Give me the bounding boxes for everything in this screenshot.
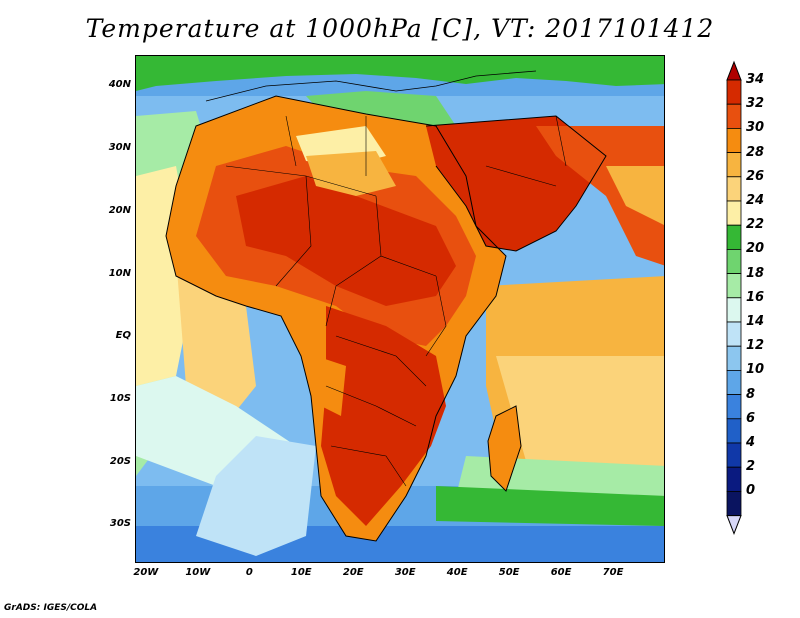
- colorbar-segment: [726, 297, 742, 323]
- colorbar-segment: [726, 321, 742, 347]
- longitude-tick-label: 60E: [550, 567, 572, 578]
- colorbar-label: 6: [746, 410, 756, 426]
- latitude-tick-label: 30N: [108, 142, 131, 154]
- colorbar-label: 24: [746, 193, 765, 208]
- longitude-tick-label: 70E: [602, 567, 624, 578]
- latitude-tick-label: 20S: [109, 455, 131, 467]
- temperature-map: [135, 55, 665, 563]
- temperature-colorbar: [726, 60, 742, 535]
- colorbar-label: 10: [746, 362, 765, 378]
- colorbar-segment: [726, 103, 742, 129]
- colorbar-segment: [726, 466, 742, 492]
- colorbar-label: 2: [746, 459, 756, 475]
- latitude-tick-label: EQ: [115, 330, 131, 342]
- colorbar-label: 34: [746, 72, 765, 87]
- colorbar-label: 26: [746, 168, 765, 184]
- colorbar-label: 32: [746, 96, 765, 112]
- colorbar-segment: [726, 128, 742, 154]
- latitude-tick-label: 40N: [108, 79, 131, 91]
- longitude-tick-label: 0: [245, 567, 253, 578]
- colorbar-label: 8: [746, 386, 756, 402]
- colorbar-label: 0: [746, 483, 756, 499]
- grads-credit: GrADS: IGES/COLA: [4, 603, 98, 613]
- latitude-tick-label: 30S: [109, 518, 131, 530]
- colorbar-segment: [726, 369, 742, 395]
- colorbar-label: 14: [746, 314, 765, 329]
- colorbar-label: 12: [746, 338, 765, 354]
- colorbar-segment: [726, 152, 742, 178]
- colorbar-segment: [726, 490, 742, 516]
- colorbar-segment: [726, 345, 742, 371]
- longitude-tick-label: 40E: [446, 567, 468, 578]
- colorbar-label: 16: [746, 289, 765, 305]
- latitude-tick-label: 10N: [108, 267, 131, 279]
- colorbar-max-arrow: [726, 60, 742, 81]
- map-title: Temperature at 1000hPa [C], VT: 20171014…: [85, 14, 715, 43]
- colorbar-segment: [726, 442, 742, 468]
- colorbar-label: 20: [746, 241, 765, 257]
- longitude-tick-label: 30E: [394, 567, 416, 578]
- colorbar-min-arrow: [726, 515, 742, 535]
- latitude-tick-label: 10S: [109, 392, 131, 404]
- colorbar-segment: [726, 394, 742, 420]
- longitude-tick-label: 20E: [342, 567, 364, 578]
- colorbar-segment: [726, 248, 742, 274]
- longitude-tick-label: 50E: [498, 567, 520, 578]
- colorbar-segment: [726, 176, 742, 202]
- colorbar-segment: [726, 273, 742, 299]
- longitude-tick-label: 20W: [133, 567, 159, 578]
- colorbar-label: 4: [746, 435, 756, 450]
- colorbar-segment: [726, 224, 742, 250]
- colorbar-label: 30: [746, 120, 765, 136]
- latitude-tick-label: 20N: [108, 204, 131, 216]
- colorbar-label: 28: [746, 144, 765, 160]
- colorbar-label: 22: [746, 217, 765, 233]
- colorbar-segment: [726, 79, 742, 105]
- colorbar-label: 18: [746, 265, 765, 281]
- longitude-tick-label: 10E: [290, 567, 312, 578]
- colorbar-segment: [726, 200, 742, 226]
- temperature-field: [136, 56, 664, 562]
- longitude-tick-label: 10W: [185, 567, 211, 578]
- colorbar-segment: [726, 418, 742, 444]
